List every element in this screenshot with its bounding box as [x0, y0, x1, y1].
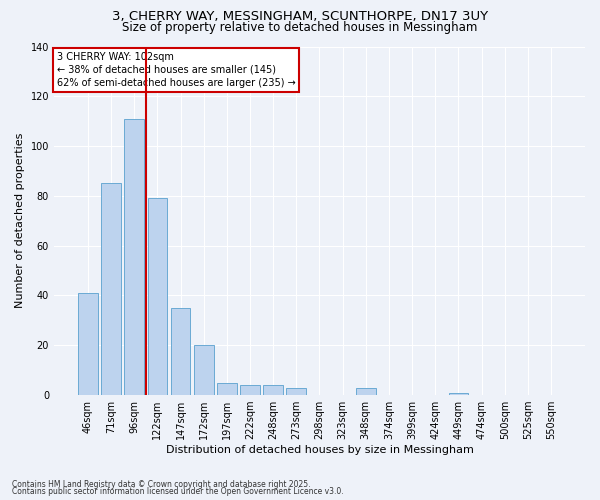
Bar — [170, 308, 190, 395]
Y-axis label: Number of detached properties: Number of detached properties — [15, 133, 25, 308]
Bar — [449, 392, 468, 395]
Bar — [263, 385, 283, 395]
Text: 3 CHERRY WAY: 102sqm
← 38% of detached houses are smaller (145)
62% of semi-deta: 3 CHERRY WAY: 102sqm ← 38% of detached h… — [56, 52, 295, 88]
Bar — [240, 385, 260, 395]
Text: Size of property relative to detached houses in Messingham: Size of property relative to detached ho… — [122, 21, 478, 34]
Bar — [148, 198, 167, 395]
Bar — [78, 293, 98, 395]
Bar — [101, 184, 121, 395]
X-axis label: Distribution of detached houses by size in Messingham: Distribution of detached houses by size … — [166, 445, 473, 455]
Bar — [124, 118, 144, 395]
Text: Contains HM Land Registry data © Crown copyright and database right 2025.: Contains HM Land Registry data © Crown c… — [12, 480, 311, 489]
Bar — [217, 382, 236, 395]
Bar — [286, 388, 306, 395]
Text: Contains public sector information licensed under the Open Government Licence v3: Contains public sector information licen… — [12, 487, 344, 496]
Bar — [194, 346, 214, 395]
Bar — [356, 388, 376, 395]
Text: 3, CHERRY WAY, MESSINGHAM, SCUNTHORPE, DN17 3UY: 3, CHERRY WAY, MESSINGHAM, SCUNTHORPE, D… — [112, 10, 488, 23]
